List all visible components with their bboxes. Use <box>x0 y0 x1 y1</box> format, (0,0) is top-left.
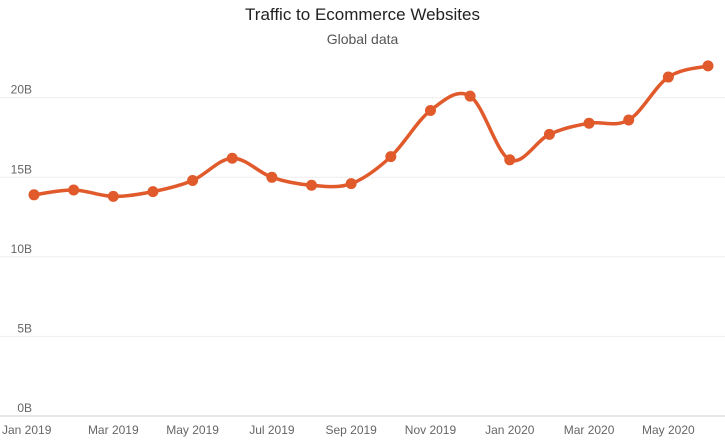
y-tick-label: 5B <box>17 321 32 335</box>
x-tick-label: Nov 2019 <box>405 423 457 437</box>
data-points <box>28 60 714 202</box>
grid <box>0 97 725 417</box>
data-point <box>107 190 119 202</box>
data-point <box>187 174 199 186</box>
y-tick-label: 15B <box>11 162 32 176</box>
x-tick-label: Jan 2019 <box>2 423 52 437</box>
x-axis-labels: Jan 2019 Mar 2019 May 2019 Jul 2019 Sep 2019… <box>2 423 695 437</box>
x-tick-label: Mar 2020 <box>564 423 615 437</box>
y-axis-labels: 0B 5B 10B 15B 20B <box>11 83 32 415</box>
data-point <box>623 114 635 126</box>
x-tick-label: Mar 2019 <box>88 423 139 437</box>
data-point <box>464 90 476 102</box>
data-point <box>345 178 357 190</box>
chart-subtitle: Global data <box>326 31 399 47</box>
data-point <box>385 151 397 163</box>
data-point <box>583 117 595 129</box>
data-point <box>68 184 80 196</box>
data-point <box>147 186 159 198</box>
data-point <box>543 128 555 140</box>
data-point <box>226 152 238 164</box>
data-point <box>702 60 714 72</box>
x-tick-label: Sep 2019 <box>325 423 377 437</box>
x-tick-label: Jul 2019 <box>249 423 295 437</box>
x-tick-label: May 2019 <box>166 423 219 437</box>
data-point <box>424 104 436 116</box>
x-tick-label: Jan 2020 <box>485 423 535 437</box>
data-point <box>306 179 318 191</box>
data-point <box>266 171 278 183</box>
x-tick-label: May 2020 <box>642 423 695 437</box>
data-point <box>662 71 674 83</box>
y-tick-label: 20B <box>11 83 32 97</box>
data-point <box>28 189 40 201</box>
chart-title: Traffic to Ecommerce Websites <box>245 5 480 24</box>
data-point <box>504 154 516 166</box>
y-tick-label: 0B <box>17 401 32 415</box>
y-tick-label: 10B <box>11 242 32 256</box>
